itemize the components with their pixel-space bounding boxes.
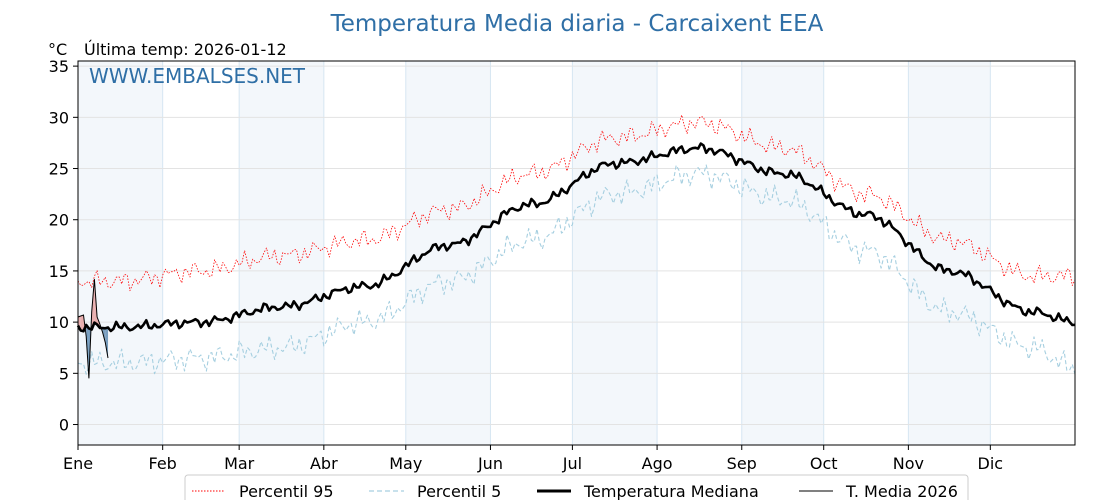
- y-tick-label: 35: [49, 57, 69, 76]
- series-line-1: [77, 164, 1076, 375]
- x-tick-label: Dic: [978, 454, 1004, 473]
- anomaly-fill-segment: [105, 327, 109, 358]
- legend-box: [184, 474, 969, 500]
- anomaly-fill-segment: [80, 314, 84, 332]
- x-tick-label: Mar: [224, 454, 255, 473]
- x-tick-label: Nov: [893, 454, 924, 473]
- series-line-2026: [77, 279, 109, 379]
- x-tick-label: Feb: [149, 454, 177, 473]
- x-tick-label: Ago: [642, 454, 673, 473]
- x-tick-label: Jul: [562, 454, 582, 473]
- y-tick-label: 20: [49, 211, 69, 230]
- x-tick-label: Ene: [63, 454, 93, 473]
- y-tick-label: 10: [49, 313, 69, 332]
- y-tick-label: 25: [49, 160, 69, 179]
- last-temp-label: Última temp: 2026-01-12: [84, 40, 287, 59]
- y-tick-label: 5: [59, 364, 69, 383]
- unit-label: °C: [48, 40, 67, 59]
- y-axis-ticks: 0 5 10 15 20 25 30 35: [49, 57, 78, 435]
- month-band: [908, 61, 991, 445]
- y-tick-label: 30: [49, 108, 69, 127]
- x-tick-label: Oct: [810, 454, 838, 473]
- legend-label-p5: Percentil 5: [417, 482, 501, 500]
- watermark: WWW.EMBALSES.NET: [89, 64, 306, 88]
- month-band: [405, 61, 491, 445]
- x-tick-label: Sep: [727, 454, 757, 473]
- legend-label-median: Temperatura Mediana: [583, 482, 759, 500]
- month-band: [741, 61, 824, 445]
- legend: Percentil 95 Percentil 5 Temperatura Med…: [184, 474, 969, 500]
- month-band: [78, 61, 163, 445]
- x-tick-label: May: [389, 454, 422, 473]
- series-lines: [76, 114, 1076, 379]
- legend-label-2026: T. Media 2026: [845, 482, 958, 500]
- series-line-2: [76, 142, 1076, 333]
- series-line-0: [77, 114, 1076, 292]
- x-tick-label: Abr: [310, 454, 338, 473]
- month-band: [572, 61, 658, 445]
- month-bands: [78, 61, 991, 445]
- month-band: [239, 61, 324, 445]
- y-tick-label: 0: [59, 416, 69, 435]
- chart-title: Temperatura Media diaria - Carcaixent EE…: [330, 11, 824, 37]
- legend-label-p95: Percentil 95: [239, 482, 334, 500]
- plot-frame: [77, 60, 1076, 446]
- y-tick-label: 15: [49, 262, 69, 281]
- x-axis-ticks: Ene Feb Mar Abr May Jun Jul Ago Sep Oct Nov Dic: [63, 445, 1003, 473]
- x-tick-label: Jun: [477, 454, 503, 473]
